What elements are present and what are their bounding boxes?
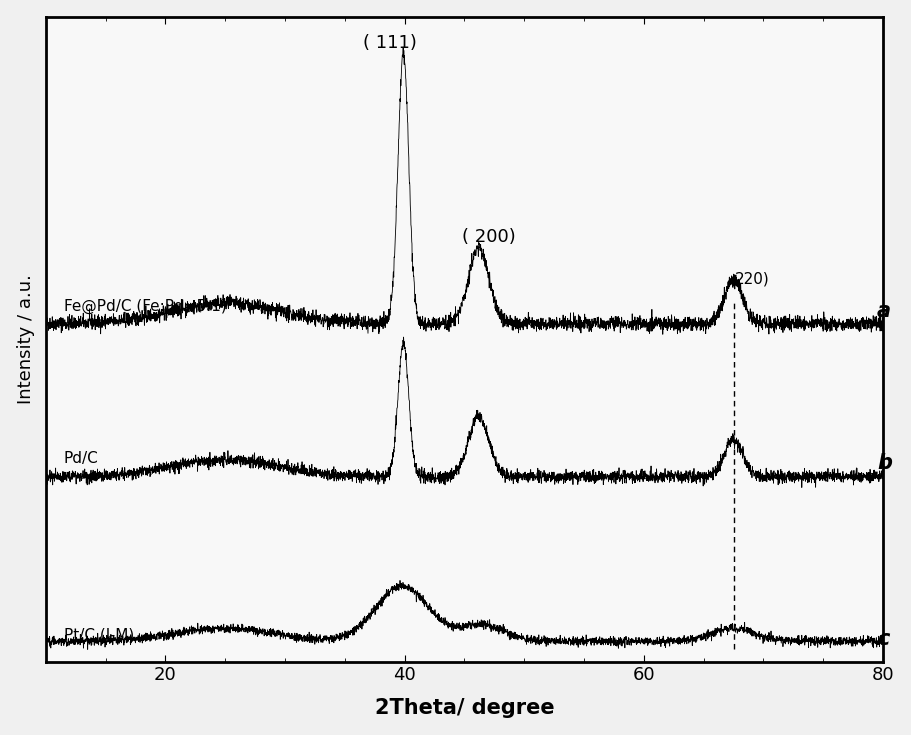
Text: c: c: [877, 629, 889, 649]
Text: Fe@Pd/C (Fe:Pd=5:1): Fe@Pd/C (Fe:Pd=5:1): [64, 299, 227, 315]
Y-axis label: Intensity / a.u.: Intensity / a.u.: [16, 274, 35, 404]
Text: 220): 220): [734, 271, 770, 287]
Text: Pd/C: Pd/C: [64, 451, 98, 466]
Text: Pt/C (J-M): Pt/C (J-M): [64, 628, 134, 642]
Text: ( 200): ( 200): [462, 228, 516, 245]
Text: ( 111): ( 111): [363, 34, 416, 51]
X-axis label: 2Theta/ degree: 2Theta/ degree: [374, 698, 554, 718]
Text: a: a: [877, 301, 891, 320]
Text: b: b: [877, 453, 892, 473]
